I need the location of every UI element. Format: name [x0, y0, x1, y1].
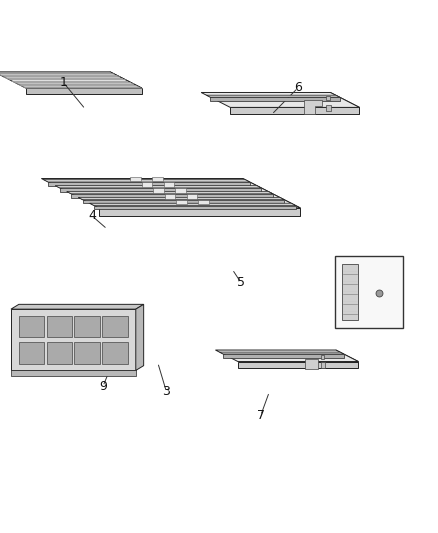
Polygon shape: [44, 180, 250, 182]
Polygon shape: [55, 185, 261, 188]
Polygon shape: [41, 179, 300, 208]
Polygon shape: [136, 304, 144, 370]
Text: 6: 6: [294, 82, 302, 94]
Polygon shape: [230, 108, 360, 115]
Polygon shape: [11, 304, 144, 309]
Text: 3: 3: [162, 385, 170, 398]
Polygon shape: [26, 88, 142, 94]
Text: 2: 2: [20, 324, 28, 337]
Text: 9: 9: [99, 380, 107, 393]
Bar: [335, 256, 403, 328]
Polygon shape: [187, 194, 198, 198]
Polygon shape: [164, 182, 174, 187]
Polygon shape: [11, 309, 136, 370]
Polygon shape: [175, 188, 186, 192]
Polygon shape: [48, 182, 250, 186]
Text: 4: 4: [88, 209, 96, 222]
Polygon shape: [0, 72, 142, 88]
Bar: [11, 370, 136, 376]
Polygon shape: [336, 350, 358, 368]
Polygon shape: [215, 350, 358, 361]
Polygon shape: [110, 72, 142, 94]
Bar: [102, 316, 128, 337]
Polygon shape: [152, 176, 163, 181]
Bar: [326, 104, 331, 111]
Bar: [321, 362, 325, 368]
Bar: [19, 316, 44, 337]
Bar: [19, 342, 44, 364]
Polygon shape: [206, 95, 340, 97]
Polygon shape: [243, 179, 300, 216]
Polygon shape: [142, 182, 152, 187]
Polygon shape: [99, 208, 300, 216]
Polygon shape: [83, 200, 284, 204]
Polygon shape: [78, 197, 284, 200]
Bar: [326, 96, 330, 100]
Polygon shape: [219, 352, 344, 354]
Polygon shape: [94, 206, 296, 209]
Polygon shape: [165, 194, 176, 198]
Polygon shape: [60, 188, 261, 192]
Polygon shape: [211, 97, 340, 101]
Bar: [321, 355, 324, 359]
Text: 8: 8: [379, 308, 387, 321]
Bar: [305, 359, 318, 369]
Polygon shape: [71, 194, 273, 198]
Polygon shape: [177, 200, 187, 204]
Polygon shape: [90, 203, 296, 206]
Bar: [46, 342, 72, 364]
Text: 7: 7: [257, 409, 265, 422]
Bar: [74, 316, 100, 337]
Bar: [46, 316, 72, 337]
Bar: [74, 342, 100, 364]
Polygon shape: [223, 354, 344, 358]
Text: 5: 5: [237, 276, 245, 289]
Polygon shape: [238, 361, 358, 368]
Polygon shape: [131, 176, 141, 181]
Text: 1: 1: [60, 76, 67, 89]
Polygon shape: [330, 93, 360, 115]
Bar: [342, 264, 358, 320]
Polygon shape: [201, 93, 360, 108]
Polygon shape: [67, 191, 273, 194]
Polygon shape: [304, 100, 321, 114]
Polygon shape: [198, 200, 209, 204]
Bar: [102, 342, 128, 364]
Polygon shape: [153, 188, 164, 192]
